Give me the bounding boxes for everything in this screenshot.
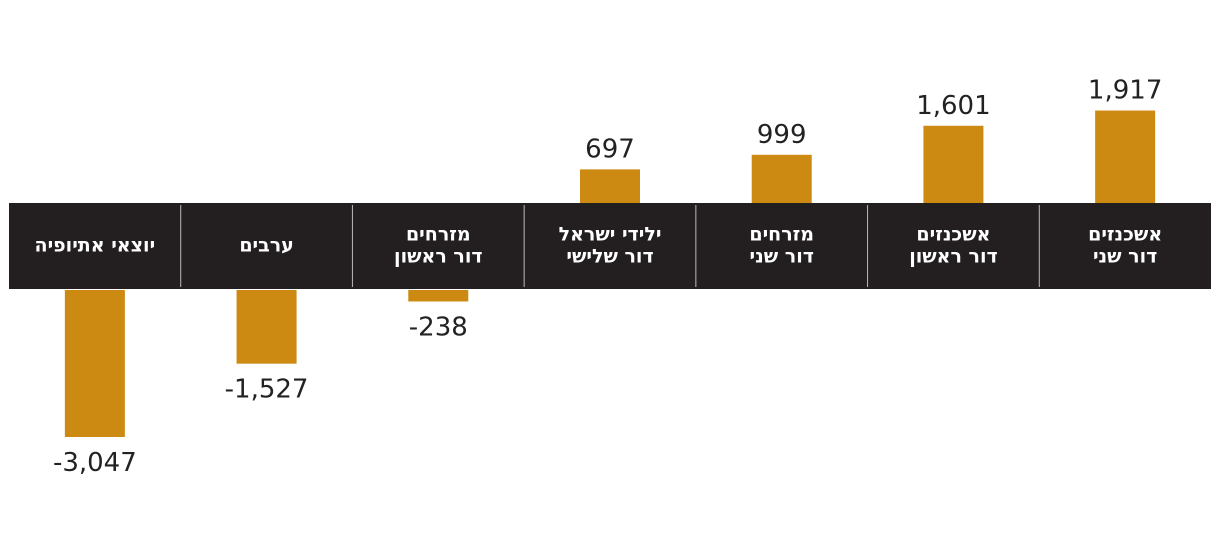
- category-label: ערבים: [239, 235, 294, 257]
- category-label: מזרחים: [406, 224, 471, 246]
- category-label: דור שני: [1093, 246, 1157, 268]
- category-label: מזרחים: [749, 224, 814, 246]
- category-label: אשכנזים: [916, 224, 990, 246]
- value-label: -3,047: [53, 448, 137, 478]
- category-label: דור ראשון: [394, 246, 482, 268]
- category-label: יוצאי אתיופיה: [35, 235, 156, 257]
- bar: [236, 290, 297, 364]
- value-label: 1,917: [1088, 76, 1162, 106]
- value-label: 697: [585, 134, 635, 164]
- category-label: דור ראשון: [909, 246, 997, 268]
- category-band: [9, 203, 1211, 289]
- bar: [408, 290, 469, 302]
- category-label: דור שני: [750, 246, 814, 268]
- bar: [580, 169, 640, 203]
- value-label: 999: [757, 120, 807, 150]
- value-label: 1,601: [916, 91, 990, 121]
- category-label: ילידי ישראל: [559, 224, 662, 246]
- bar: [1095, 110, 1156, 203]
- category-label: דור שלישי: [566, 246, 653, 268]
- bar: [751, 154, 812, 203]
- value-label: -1,527: [225, 375, 309, 405]
- bar: [64, 290, 125, 437]
- bar: [923, 125, 984, 203]
- value-label: -238: [409, 312, 468, 342]
- category-label: אשכנזים: [1088, 224, 1162, 246]
